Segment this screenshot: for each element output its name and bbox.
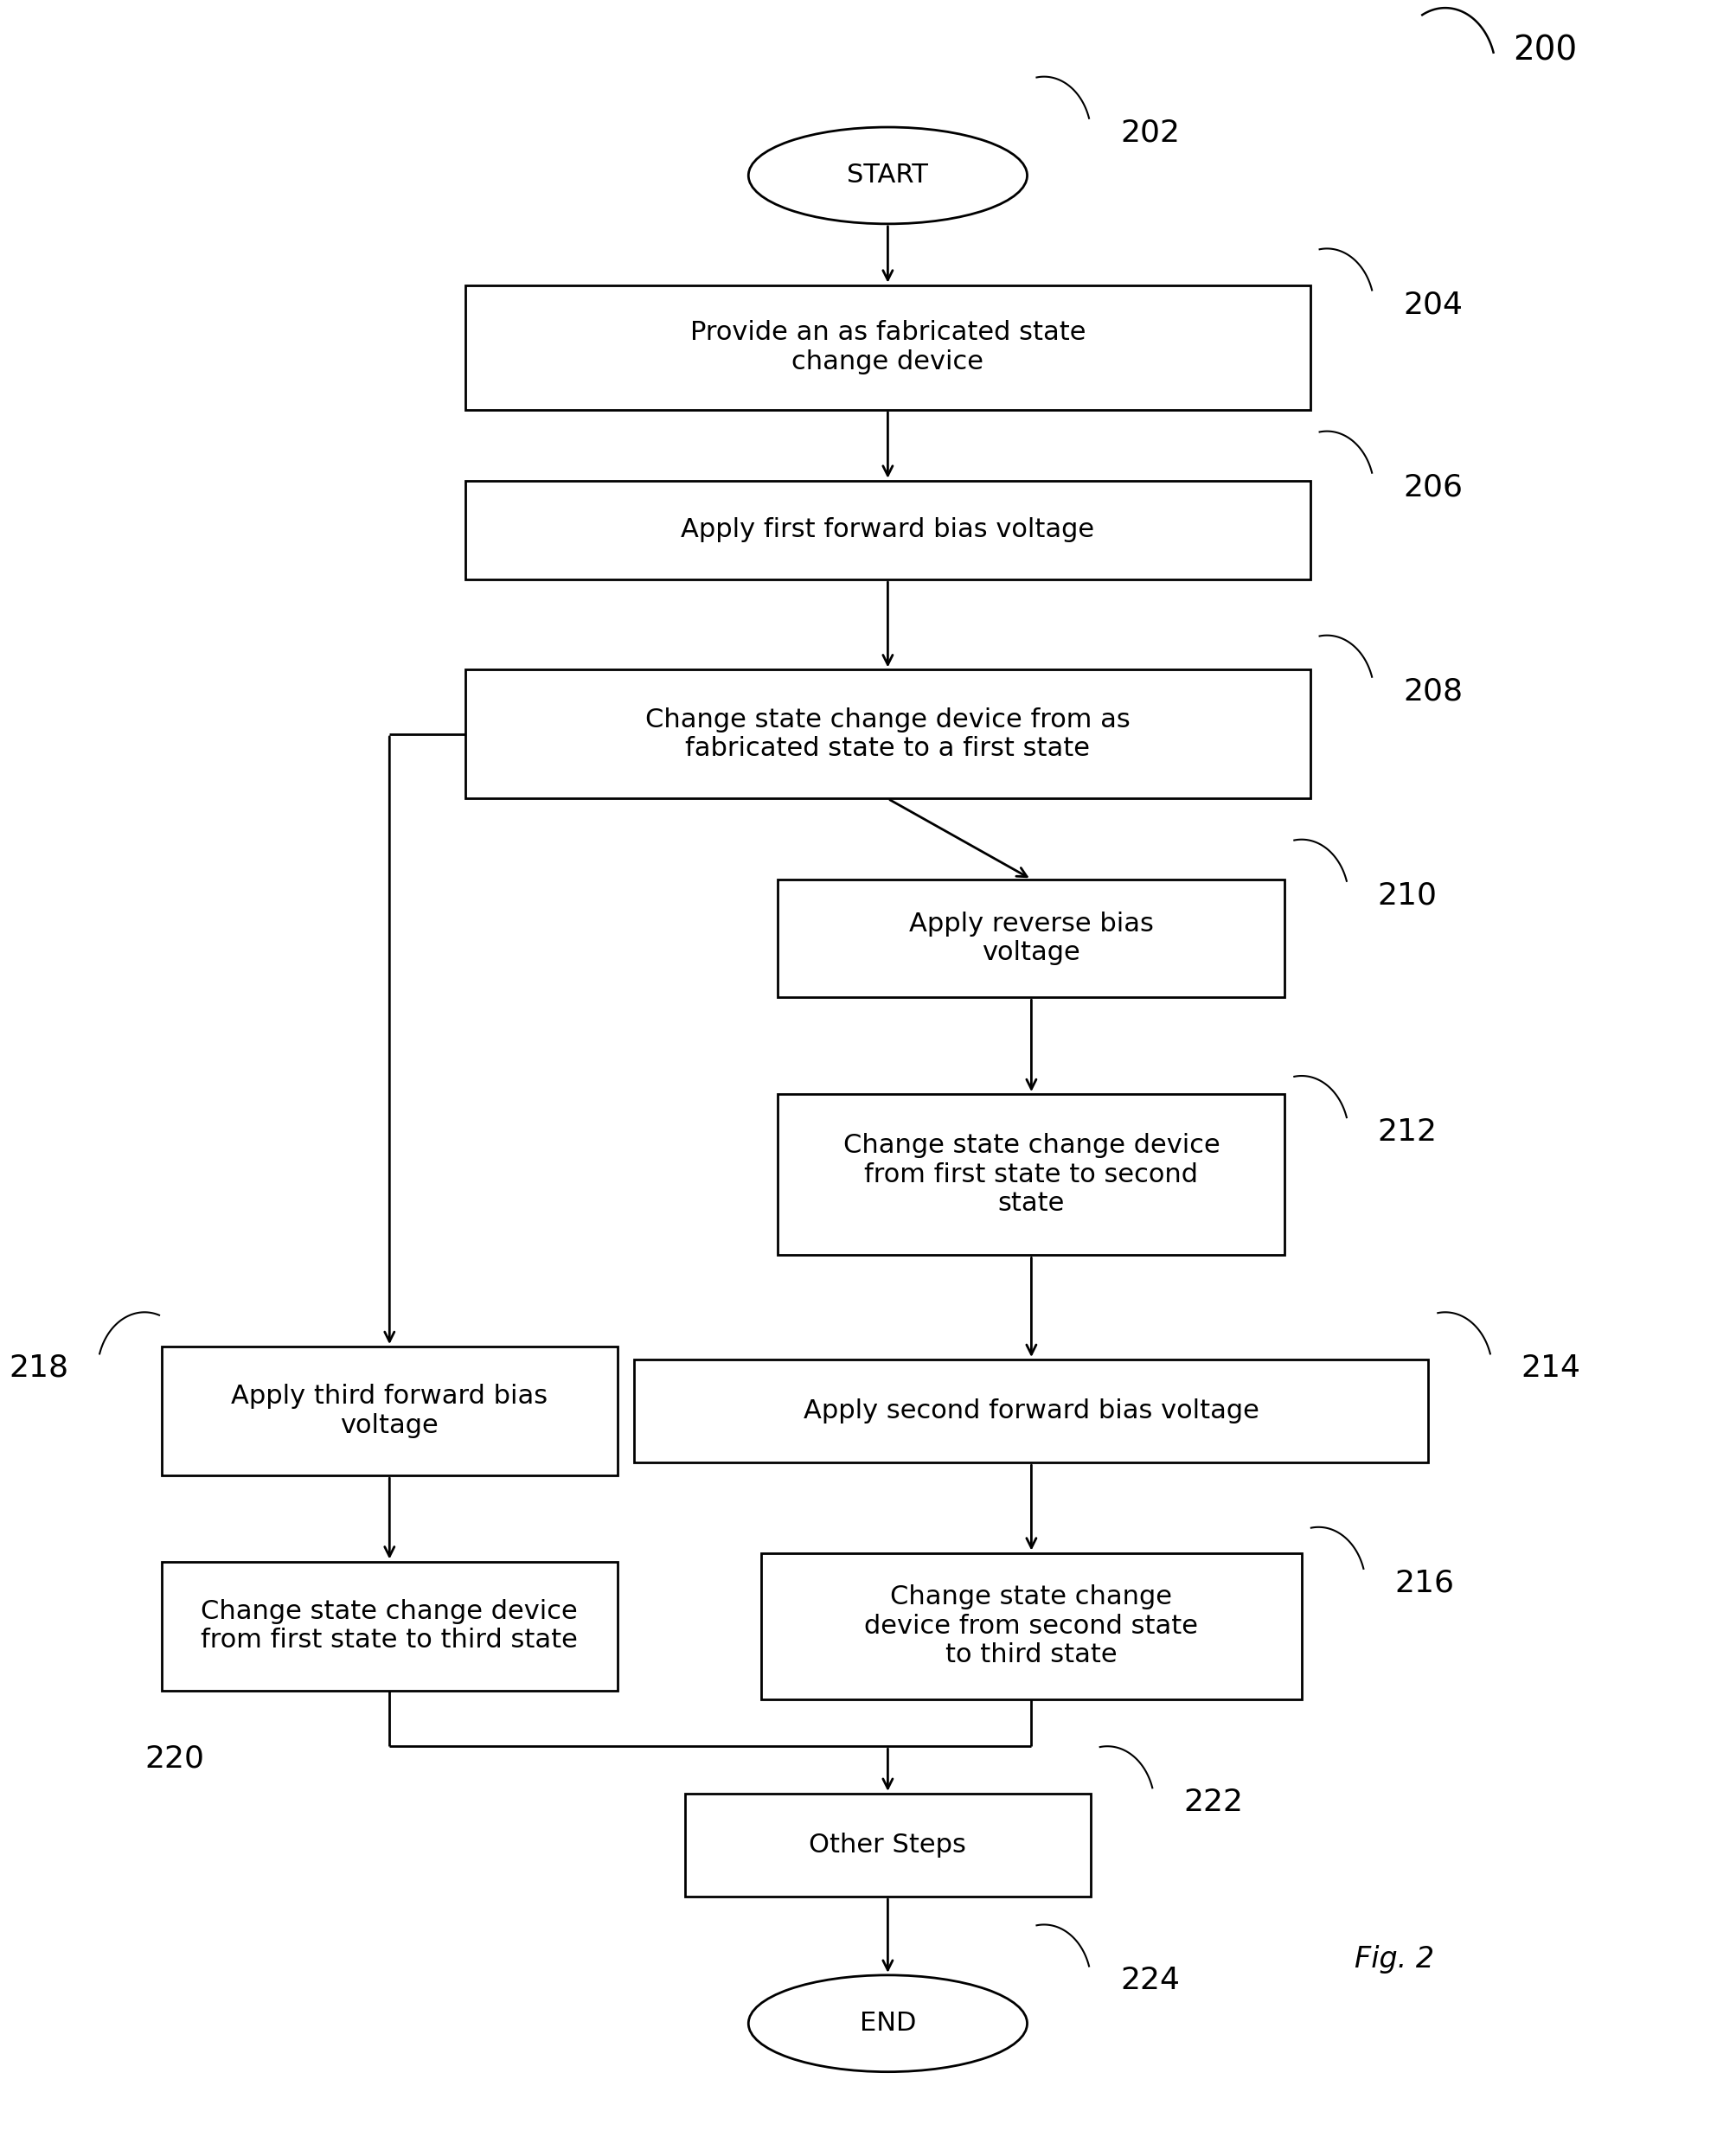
FancyBboxPatch shape [778, 1093, 1285, 1255]
FancyBboxPatch shape [465, 285, 1311, 410]
Text: 210: 210 [1378, 880, 1437, 910]
Text: 222: 222 [1184, 1787, 1243, 1818]
Text: Apply first forward bias voltage: Apply first forward bias voltage [681, 517, 1095, 543]
Text: Change state change
device from second state
to third state: Change state change device from second s… [865, 1585, 1198, 1667]
Text: Apply reverse bias
voltage: Apply reverse bias voltage [910, 912, 1154, 966]
Text: 200: 200 [1512, 34, 1576, 67]
FancyBboxPatch shape [161, 1561, 618, 1690]
Text: 224: 224 [1120, 1966, 1180, 1994]
Text: END: END [859, 2012, 917, 2035]
Text: 206: 206 [1403, 472, 1463, 502]
Text: Change state change device
from first state to third state: Change state change device from first st… [201, 1600, 578, 1654]
Text: Apply second forward bias voltage: Apply second forward bias voltage [804, 1399, 1259, 1423]
Text: 212: 212 [1378, 1117, 1437, 1147]
FancyBboxPatch shape [686, 1794, 1090, 1897]
Ellipse shape [748, 1975, 1028, 2072]
Text: Provide an as fabricated state
change device: Provide an as fabricated state change de… [689, 321, 1085, 375]
FancyBboxPatch shape [465, 671, 1311, 798]
Text: 214: 214 [1521, 1354, 1581, 1382]
Text: START: START [847, 164, 929, 188]
FancyBboxPatch shape [634, 1360, 1429, 1462]
FancyBboxPatch shape [760, 1552, 1302, 1699]
Text: Fig. 2: Fig. 2 [1354, 1945, 1434, 1973]
Text: Other Steps: Other Steps [809, 1833, 967, 1858]
Text: Change state change device
from first state to second
state: Change state change device from first st… [844, 1134, 1220, 1216]
Text: 202: 202 [1120, 119, 1180, 147]
FancyBboxPatch shape [465, 481, 1311, 580]
Text: 216: 216 [1394, 1567, 1455, 1598]
Text: 218: 218 [9, 1354, 68, 1382]
Ellipse shape [748, 127, 1028, 224]
Text: 208: 208 [1403, 677, 1463, 705]
Text: Change state change device from as
fabricated state to a first state: Change state change device from as fabri… [646, 707, 1130, 761]
FancyBboxPatch shape [778, 880, 1285, 998]
FancyBboxPatch shape [161, 1348, 618, 1475]
Text: 204: 204 [1403, 289, 1463, 319]
Text: 220: 220 [144, 1744, 205, 1774]
Text: Apply third forward bias
voltage: Apply third forward bias voltage [231, 1384, 549, 1438]
